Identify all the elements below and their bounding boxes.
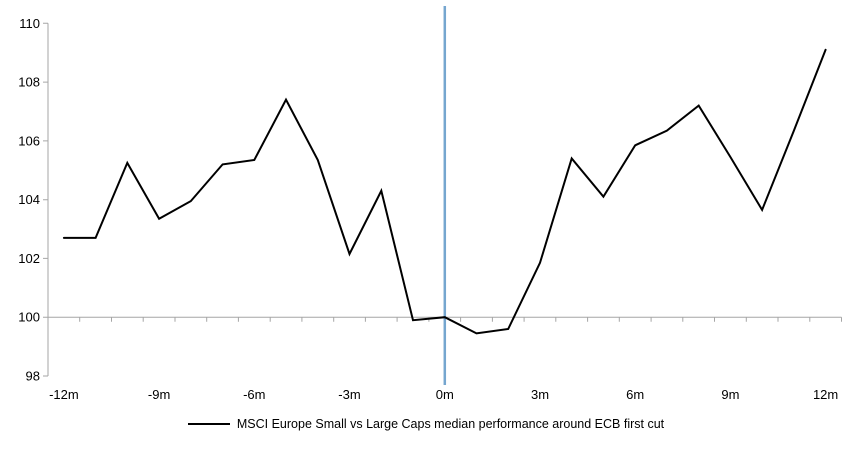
legend: MSCI Europe Small vs Large Caps median p…	[0, 417, 852, 431]
x-axis-label: 6m	[626, 387, 644, 402]
y-axis-label: 104	[18, 192, 40, 207]
legend-line-sample	[187, 423, 230, 425]
x-axis-label: -9m	[148, 387, 170, 402]
x-axis-label: -3m	[338, 387, 360, 402]
y-axis-label: 102	[18, 251, 40, 266]
x-axis-label: 12m	[813, 387, 838, 402]
legend-label: MSCI Europe Small vs Large Caps median p…	[236, 417, 665, 431]
y-axis	[43, 22, 49, 377]
x-axis-label: -12m	[49, 387, 79, 402]
x-axis-label: 0m	[436, 387, 454, 402]
x-axis-label: -6m	[243, 387, 265, 402]
y-axis-label: 106	[18, 133, 40, 148]
x-axis-label: 3m	[531, 387, 549, 402]
series-line	[62, 48, 827, 335]
y-axis-label: 108	[18, 75, 40, 90]
y-axis-label: 98	[26, 369, 40, 384]
line-chart: 98 100 102 104 106 108 110 -12m -9m -6m -3m 0m 3m 6m 9…	[18, 6, 842, 402]
x-axis-label: 9m	[721, 387, 739, 402]
y-axis-label: 100	[18, 310, 40, 325]
y-axis-label: 110	[19, 16, 40, 31]
